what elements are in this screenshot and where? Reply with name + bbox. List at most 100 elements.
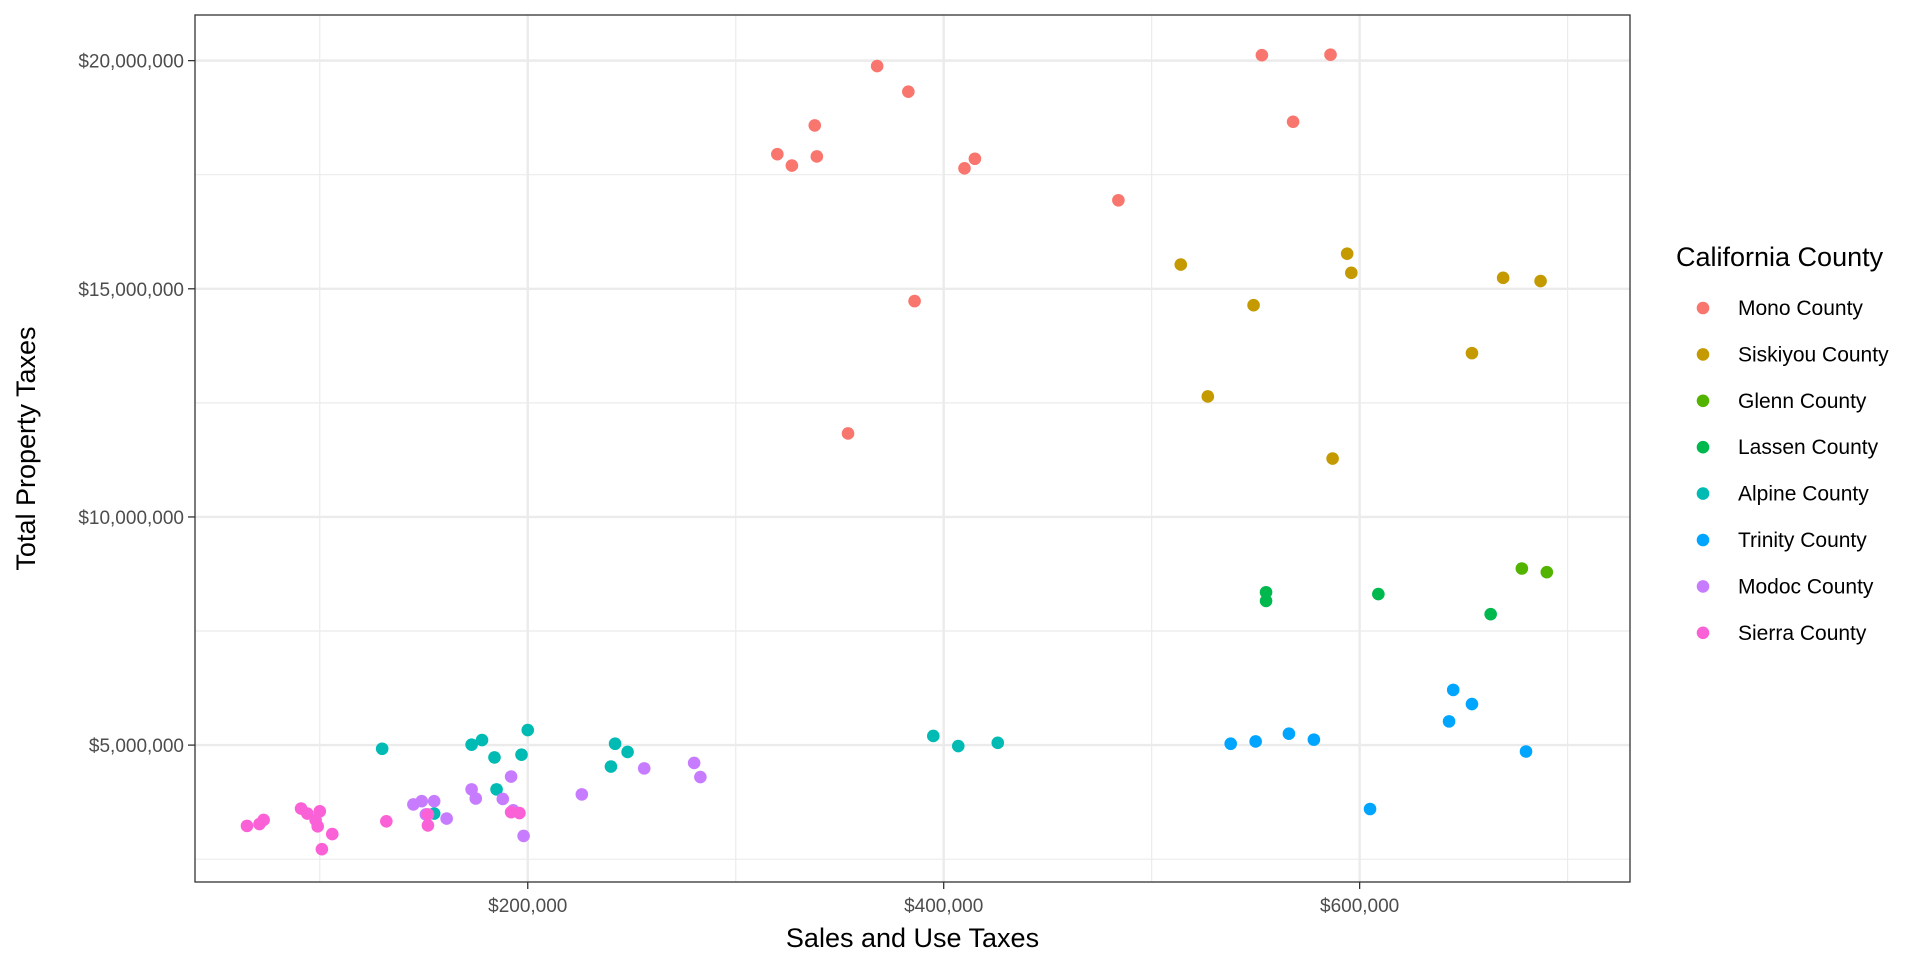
legend-key-6 — [1696, 580, 1710, 593]
series-3 — [1259, 585, 1497, 621]
series-4 — [375, 723, 1005, 820]
point-series-4-6 — [515, 748, 528, 761]
legend-label-3: Lassen County — [1738, 436, 1879, 459]
y-tick-label-3: $20,000,000 — [78, 52, 184, 73]
point-series-2-0 — [1515, 562, 1529, 575]
point-series-5-6 — [1446, 683, 1460, 697]
legend-item-7: Sierra County — [1696, 622, 1867, 645]
point-series-1-4 — [1340, 247, 1354, 260]
point-series-1-1 — [1201, 390, 1215, 403]
point-series-1-7 — [1496, 271, 1510, 285]
point-series-3-3 — [1484, 607, 1497, 621]
legend-key-2 — [1696, 394, 1710, 408]
point-series-5-7 — [1465, 697, 1479, 711]
y-tick-label-0: $5,000,000 — [89, 736, 184, 757]
point-series-4-4 — [488, 751, 501, 764]
point-series-1-5 — [1345, 266, 1358, 280]
point-series-4-10 — [621, 745, 634, 759]
y-axis-title: Total Property Taxes — [11, 326, 41, 570]
point-series-7-7 — [313, 804, 327, 818]
point-series-6-8 — [504, 770, 518, 783]
point-series-1-8 — [1534, 274, 1547, 288]
legend-key-0 — [1696, 301, 1710, 315]
point-series-6-13 — [687, 756, 701, 770]
legend-item-5: Trinity County — [1696, 529, 1867, 552]
point-series-5-4 — [1363, 802, 1377, 816]
legend-key-5 — [1696, 533, 1710, 547]
point-series-7-9 — [325, 827, 339, 841]
series-7 — [240, 802, 526, 856]
legend-label-5: Trinity County — [1738, 529, 1867, 552]
point-series-4-3 — [475, 733, 489, 747]
point-series-0-13 — [841, 427, 855, 440]
point-series-4-12 — [951, 739, 965, 753]
legend-item-0: Mono County — [1696, 297, 1863, 320]
point-series-6-1 — [415, 794, 428, 808]
point-series-4-11 — [926, 729, 940, 743]
point-series-6-11 — [575, 788, 589, 801]
legend-item-4: Alpine County — [1696, 483, 1869, 506]
legend-label-6: Modoc County — [1738, 575, 1874, 598]
point-series-0-9 — [1112, 193, 1125, 207]
point-series-1-6 — [1465, 346, 1479, 360]
legend-title: California County — [1676, 242, 1884, 272]
point-series-0-2 — [808, 119, 822, 132]
series-6 — [407, 756, 707, 843]
legend: California County Mono County Siskiyou Co… — [1676, 242, 1889, 645]
point-series-4-13 — [991, 736, 1005, 750]
point-series-0-7 — [958, 162, 971, 175]
point-series-7-6 — [311, 820, 325, 833]
legend-item-3: Lassen County — [1696, 436, 1879, 459]
legend-label-7: Sierra County — [1738, 622, 1867, 645]
minor-gridlines — [195, 15, 1630, 882]
point-series-6-14 — [694, 770, 707, 784]
x-tick-label-2: $600,000 — [1320, 896, 1399, 917]
point-series-6-12 — [637, 762, 651, 775]
point-series-5-2 — [1282, 727, 1296, 740]
x-axis-ticks: $200,000 $400,000 $600,000 — [488, 882, 1399, 917]
point-series-6-6 — [469, 792, 483, 805]
point-series-0-6 — [908, 294, 921, 308]
y-tick-label-1: $10,000,000 — [78, 508, 184, 529]
y-axis-ticks: $5,000,000 $10,000,000 $15,000,000 $20,000,… — [78, 52, 195, 757]
point-series-1-2 — [1247, 298, 1260, 312]
point-series-0-8 — [968, 152, 982, 166]
point-series-0-0 — [771, 147, 784, 161]
legend-label-1: Siskiyou County — [1738, 343, 1889, 366]
point-series-5-8 — [1519, 745, 1533, 758]
point-series-7-2 — [257, 813, 270, 827]
point-series-6-7 — [496, 792, 510, 806]
point-series-4-0 — [375, 742, 389, 756]
point-series-1-0 — [1174, 258, 1188, 271]
point-series-5-5 — [1442, 715, 1456, 728]
point-series-4-8 — [604, 760, 618, 773]
series-1 — [1174, 247, 1547, 465]
x-tick-label-0: $200,000 — [488, 896, 567, 917]
point-series-3-2 — [1372, 587, 1385, 601]
point-series-5-3 — [1307, 733, 1321, 746]
point-series-0-4 — [870, 59, 884, 73]
point-series-5-1 — [1249, 735, 1262, 748]
y-tick-label-2: $15,000,000 — [78, 280, 184, 301]
major-gridlines — [195, 15, 1630, 882]
point-series-3-0 — [1259, 585, 1273, 599]
series-0 — [771, 48, 1337, 440]
x-axis-title: Sales and Use Taxes — [786, 923, 1039, 953]
point-series-0-5 — [902, 85, 915, 98]
legend-key-7 — [1696, 626, 1710, 640]
point-series-0-1 — [785, 159, 799, 172]
point-series-7-10 — [380, 815, 393, 828]
point-series-0-11 — [1286, 115, 1300, 129]
legend-key-4 — [1696, 487, 1710, 500]
legend-label-4: Alpine County — [1738, 483, 1869, 506]
point-series-6-3 — [427, 794, 441, 808]
data-points — [240, 48, 1554, 856]
point-series-2-1 — [1540, 565, 1554, 579]
point-series-4-2 — [465, 738, 478, 751]
legend-item-2: Glenn County — [1696, 390, 1867, 413]
point-series-4-5 — [490, 783, 503, 796]
point-series-0-10 — [1255, 48, 1269, 62]
point-series-4-7 — [521, 723, 535, 737]
legend-key-3 — [1696, 440, 1710, 454]
